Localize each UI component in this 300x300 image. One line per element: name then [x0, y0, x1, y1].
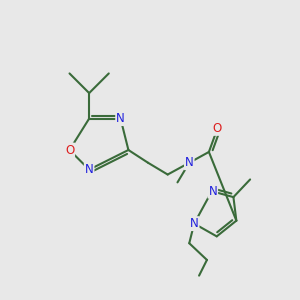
Text: N: N — [208, 185, 217, 198]
Text: N: N — [116, 112, 125, 125]
Text: O: O — [212, 122, 221, 135]
Text: N: N — [85, 163, 94, 176]
Text: N: N — [190, 217, 199, 230]
Text: N: N — [185, 156, 194, 169]
Text: O: O — [65, 143, 74, 157]
